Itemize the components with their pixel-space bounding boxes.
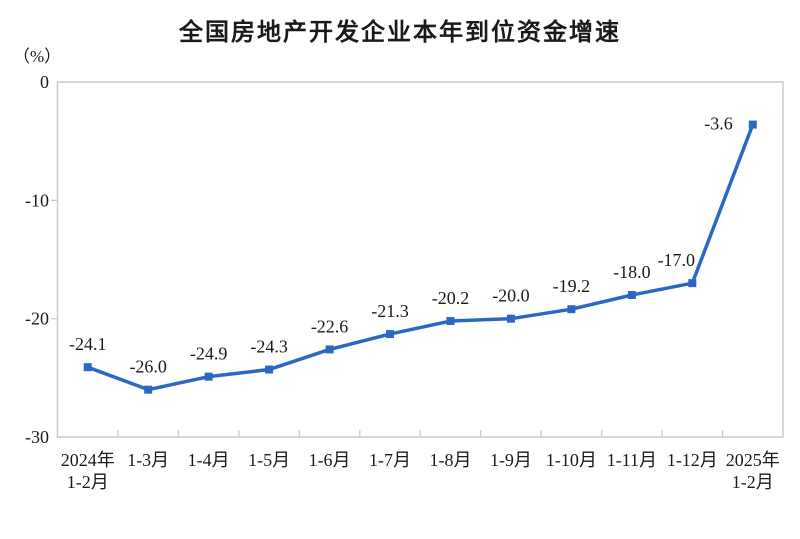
x-category-label: 1-5月 [248,450,290,470]
data-point-marker [446,317,455,326]
data-label: -18.0 [613,262,651,282]
data-label: -21.3 [371,301,409,321]
chart-title: 全国房地产开发企业本年到位资金增速 [179,19,621,46]
data-label: -24.9 [190,344,228,364]
x-category-label: 1-4月 [188,450,230,470]
data-label: -19.2 [553,276,591,296]
data-point-marker [204,372,213,381]
data-point-marker [627,291,636,299]
x-category-label: 1-7月 [369,450,411,470]
x-category-label: 1-8月 [429,450,471,470]
data-label: -20.0 [492,286,530,306]
y-axis-unit-label: （%） [13,47,62,66]
x-category-label: 1-9月 [490,450,532,470]
y-tick-label: -20 [25,309,49,329]
data-point-marker [265,365,274,374]
data-point-marker [386,330,395,339]
series-line [85,122,755,392]
data-label: -3.6 [704,114,733,134]
data-label: -26.0 [129,357,167,377]
data-point-marker [506,314,515,323]
data-point-marker [688,279,697,288]
data-point-marker [325,345,334,354]
data-label: -17.0 [658,250,696,270]
data-point-marker [748,120,757,129]
y-tick-label: 0 [40,72,49,92]
data-label: -24.3 [250,337,288,357]
data-label: -20.2 [432,288,470,308]
x-category-label: 1-10月 [546,450,597,470]
data-point-marker [567,305,576,314]
data-point-marker [83,363,92,372]
y-tick-label: -30 [25,427,49,447]
x-category-label: 1-3月 [127,450,169,470]
x-category-label: 1-11月 [607,450,657,470]
x-category-label: 1-6月 [309,450,351,470]
x-category-label: 2025年 1-2月 [726,450,780,492]
data-point-marker [144,385,153,394]
data-label: -22.6 [311,316,349,336]
data-label: -24.1 [69,334,107,354]
x-category-label: 1-12月 [667,450,718,470]
x-category-label: 2024年 1-2月 [61,450,115,492]
y-tick-label: -10 [25,190,49,210]
